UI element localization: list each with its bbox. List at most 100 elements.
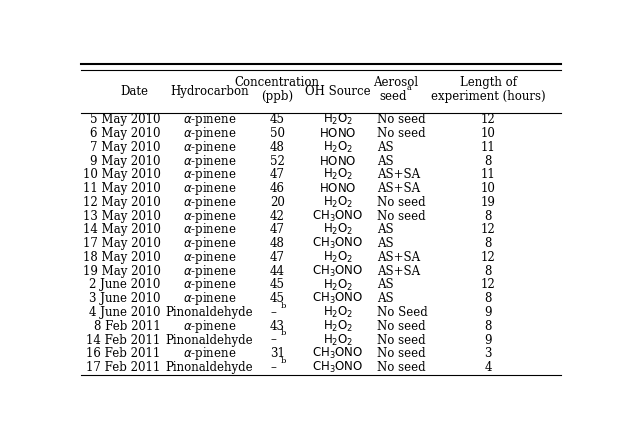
- Text: 8: 8: [485, 292, 492, 305]
- Text: a: a: [407, 84, 411, 92]
- Text: 31: 31: [270, 347, 285, 360]
- Text: $\alpha$-pinene: $\alpha$-pinene: [183, 125, 236, 142]
- Text: $\mathrm{H_2O_2}$: $\mathrm{H_2O_2}$: [322, 250, 353, 265]
- Text: (ppb): (ppb): [261, 90, 293, 103]
- Text: No seed: No seed: [377, 210, 425, 223]
- Text: 4: 4: [485, 361, 492, 374]
- Text: AS: AS: [377, 155, 393, 167]
- Text: 17 May 2010: 17 May 2010: [83, 237, 161, 250]
- Text: AS+SA: AS+SA: [377, 182, 420, 195]
- Text: 7 May 2010: 7 May 2010: [90, 141, 161, 154]
- Text: $\alpha$-pinene: $\alpha$-pinene: [183, 235, 236, 252]
- Text: AS+SA: AS+SA: [377, 265, 420, 278]
- Text: 19 May 2010: 19 May 2010: [83, 265, 161, 278]
- Text: $\alpha$-pinene: $\alpha$-pinene: [183, 290, 236, 307]
- Text: 19: 19: [481, 196, 496, 209]
- Text: Hydrocarbon: Hydrocarbon: [170, 85, 249, 98]
- Text: $\mathrm{CH_3ONO}$: $\mathrm{CH_3ONO}$: [312, 291, 364, 306]
- Text: AS+SA: AS+SA: [377, 168, 420, 181]
- Text: 8 Feb 2011: 8 Feb 2011: [94, 320, 161, 333]
- Text: Pinonaldehyde: Pinonaldehyde: [165, 334, 253, 347]
- Text: 20: 20: [270, 196, 285, 209]
- Text: 9: 9: [485, 306, 492, 319]
- Text: 46: 46: [270, 182, 285, 195]
- Text: –: –: [270, 334, 276, 347]
- Text: $\alpha$-pinene: $\alpha$-pinene: [183, 207, 236, 225]
- Text: experiment (hours): experiment (hours): [431, 90, 545, 103]
- Text: 8: 8: [485, 320, 492, 333]
- Text: 44: 44: [270, 265, 285, 278]
- Text: 11 May 2010: 11 May 2010: [83, 182, 161, 195]
- Text: 45: 45: [270, 113, 285, 126]
- Text: No seed: No seed: [377, 320, 425, 333]
- Text: 13 May 2010: 13 May 2010: [83, 210, 161, 223]
- Text: 48: 48: [270, 237, 285, 250]
- Text: OH Source: OH Source: [305, 85, 371, 98]
- Text: $\alpha$-pinene: $\alpha$-pinene: [183, 153, 236, 170]
- Text: 8: 8: [485, 265, 492, 278]
- Text: AS: AS: [377, 237, 393, 250]
- Text: No seed: No seed: [377, 334, 425, 347]
- Text: 14 Feb 2011: 14 Feb 2011: [86, 334, 161, 347]
- Text: 48: 48: [270, 141, 285, 154]
- Text: 8: 8: [485, 237, 492, 250]
- Text: 12: 12: [481, 223, 496, 236]
- Text: 4 June 2010: 4 June 2010: [90, 306, 161, 319]
- Text: $\alpha$-pinene: $\alpha$-pinene: [183, 194, 236, 211]
- Text: $\mathrm{CH_3ONO}$: $\mathrm{CH_3ONO}$: [312, 360, 364, 375]
- Text: $\mathrm{CH_3ONO}$: $\mathrm{CH_3ONO}$: [312, 209, 364, 224]
- Text: 10: 10: [481, 127, 496, 140]
- Text: $\alpha$-pinene: $\alpha$-pinene: [183, 276, 236, 294]
- Text: 11: 11: [481, 141, 496, 154]
- Text: 16 Feb 2011: 16 Feb 2011: [86, 347, 161, 360]
- Text: $\mathrm{H_2O_2}$: $\mathrm{H_2O_2}$: [322, 167, 353, 182]
- Text: $\mathrm{HONO}$: $\mathrm{HONO}$: [319, 127, 357, 140]
- Text: 12 May 2010: 12 May 2010: [83, 196, 161, 209]
- Text: $\alpha$-pinene: $\alpha$-pinene: [183, 111, 236, 128]
- Text: 5 May 2010: 5 May 2010: [90, 113, 161, 126]
- Text: $\mathrm{H_2O_2}$: $\mathrm{H_2O_2}$: [322, 222, 353, 237]
- Text: 10 May 2010: 10 May 2010: [83, 168, 161, 181]
- Text: 18 May 2010: 18 May 2010: [83, 251, 161, 264]
- Text: 45: 45: [270, 279, 285, 291]
- Text: $\alpha$-pinene: $\alpha$-pinene: [183, 166, 236, 183]
- Text: –: –: [270, 361, 276, 374]
- Text: No seed: No seed: [377, 347, 425, 360]
- Text: 12: 12: [481, 113, 496, 126]
- Text: No seed: No seed: [377, 361, 425, 374]
- Text: Pinonaldehyde: Pinonaldehyde: [165, 306, 253, 319]
- Text: 47: 47: [270, 168, 285, 181]
- Text: No seed: No seed: [377, 113, 425, 126]
- Text: $\mathrm{CH_3ONO}$: $\mathrm{CH_3ONO}$: [312, 346, 364, 361]
- Text: $\mathrm{H_2O_2}$: $\mathrm{H_2O_2}$: [322, 333, 353, 348]
- Text: 9: 9: [485, 334, 492, 347]
- Text: b: b: [280, 357, 286, 365]
- Text: $\alpha$-pinene: $\alpha$-pinene: [183, 345, 236, 363]
- Text: 12: 12: [481, 251, 496, 264]
- Text: $\mathrm{H_2O_2}$: $\mathrm{H_2O_2}$: [322, 112, 353, 127]
- Text: No Seed: No Seed: [377, 306, 428, 319]
- Text: 12: 12: [481, 279, 496, 291]
- Text: Pinonaldehyde: Pinonaldehyde: [165, 361, 253, 374]
- Text: 52: 52: [270, 155, 285, 167]
- Text: 47: 47: [270, 251, 285, 264]
- Text: Concentration: Concentration: [235, 76, 320, 89]
- Text: $\mathrm{H_2O_2}$: $\mathrm{H_2O_2}$: [322, 140, 353, 155]
- Text: b: b: [280, 302, 286, 310]
- Text: $\mathrm{CH_3ONO}$: $\mathrm{CH_3ONO}$: [312, 236, 364, 251]
- Text: $\alpha$-pinene: $\alpha$-pinene: [183, 318, 236, 335]
- Text: $\mathrm{H_2O_2}$: $\mathrm{H_2O_2}$: [322, 305, 353, 320]
- Text: Aerosol: Aerosol: [374, 76, 419, 89]
- Text: AS: AS: [377, 141, 393, 154]
- Text: No seed: No seed: [377, 127, 425, 140]
- Text: $\alpha$-pinene: $\alpha$-pinene: [183, 180, 236, 197]
- Text: 2 June 2010: 2 June 2010: [90, 279, 161, 291]
- Text: No seed: No seed: [377, 196, 425, 209]
- Text: $\mathrm{CH_3ONO}$: $\mathrm{CH_3ONO}$: [312, 264, 364, 279]
- Text: $\mathrm{H_2O_2}$: $\mathrm{H_2O_2}$: [322, 319, 353, 334]
- Text: 17 Feb 2011: 17 Feb 2011: [86, 361, 161, 374]
- Text: AS: AS: [377, 223, 393, 236]
- Text: b: b: [280, 329, 286, 337]
- Text: $\mathrm{HONO}$: $\mathrm{HONO}$: [319, 182, 357, 195]
- Text: seed: seed: [380, 90, 408, 103]
